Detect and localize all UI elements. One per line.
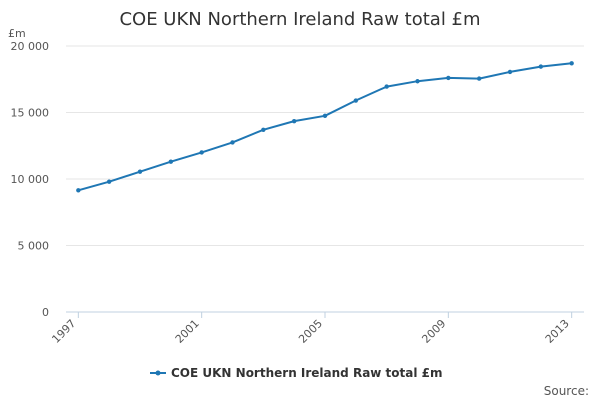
data-point xyxy=(76,188,81,193)
y-tick-labels: 0 5 000 10 000 15 000 20 000 xyxy=(11,40,50,319)
data-point xyxy=(569,61,574,66)
series-line xyxy=(78,62,572,192)
x-tick-labels: 1997 2001 2005 2009 2013 xyxy=(49,317,571,346)
x-tick-label: 2001 xyxy=(173,317,202,346)
legend-marker xyxy=(155,370,161,376)
data-point xyxy=(384,84,389,89)
data-point xyxy=(476,76,482,81)
data-point xyxy=(137,169,143,174)
data-point xyxy=(353,98,359,103)
data-point xyxy=(106,179,112,184)
y-tick-label: 5 000 xyxy=(18,240,50,253)
data-point xyxy=(168,159,174,164)
gridlines xyxy=(66,45,584,246)
data-point xyxy=(538,64,544,69)
x-tick-label: 1997 xyxy=(49,317,78,346)
data-point xyxy=(446,75,451,81)
legend-label: COE UKN Northern Ireland Raw total £m xyxy=(171,366,443,380)
series-layer xyxy=(76,61,574,193)
x-tick-label: 2005 xyxy=(296,317,325,346)
data-point xyxy=(322,113,328,119)
x-tick-label: 2009 xyxy=(419,317,448,346)
y-tick-label: 15 000 xyxy=(11,107,50,120)
data-point xyxy=(415,79,420,84)
data-point xyxy=(507,69,513,75)
y-tick-label: 10 000 xyxy=(11,173,50,186)
data-point xyxy=(230,140,235,145)
legend[interactable]: COE UKN Northern Ireland Raw total £m xyxy=(150,366,443,380)
source-label: Source: xyxy=(544,384,589,398)
y-unit-label: £m xyxy=(8,27,26,40)
x-tick-label: 2013 xyxy=(543,317,572,346)
data-point xyxy=(291,118,297,124)
chart-title: COE UKN Northern Ireland Raw total £m xyxy=(119,9,480,30)
data-point xyxy=(199,150,204,155)
y-tick-label: 20 000 xyxy=(11,40,50,53)
data-point xyxy=(261,127,266,132)
y-tick-label: 0 xyxy=(42,306,49,319)
axes xyxy=(66,311,584,318)
